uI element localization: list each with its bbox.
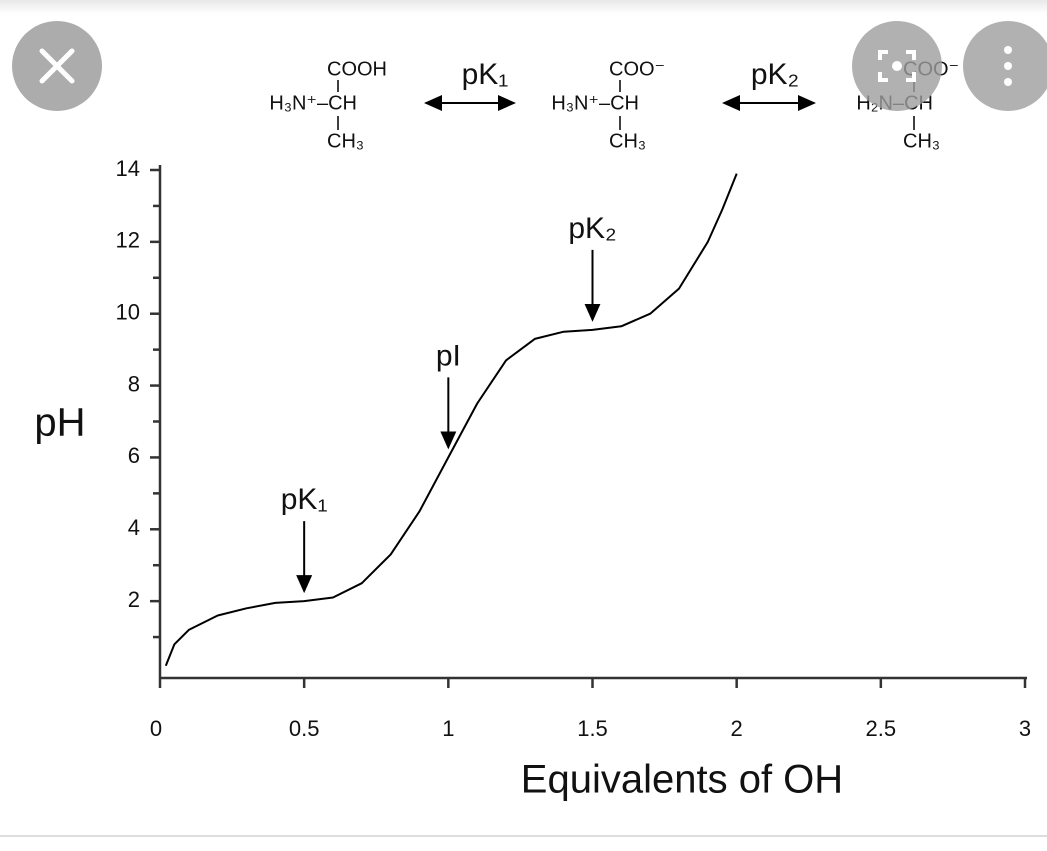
x-tick-label: 1 — [442, 716, 454, 741]
annotation-label: pK₂ — [568, 212, 616, 245]
species-top: COO⁻ — [609, 58, 665, 80]
y-axis-label: pH — [34, 401, 85, 445]
plot-area: 2 4 6 8 10 12 14 0 0.5 1 1.5 2 2.5 3 pK₁ pI pK₂ — [116, 156, 1032, 741]
x-tick-label: 3 — [1019, 716, 1031, 741]
species-middle: H₃N⁺–CH — [551, 92, 639, 114]
y-tick-label: 4 — [128, 515, 140, 540]
y-tick-label: 10 — [116, 300, 140, 325]
titration-curve — [164, 173, 738, 667]
species-bottom: CH₃ — [903, 130, 940, 152]
y-tick-label: 8 — [128, 371, 140, 396]
top-shade — [0, 0, 1047, 14]
x-tick-label: 0.5 — [289, 716, 320, 741]
x-axis-label: Equivalents of OH — [521, 758, 843, 802]
more-button[interactable] — [963, 21, 1047, 111]
y-tick-label: 14 — [116, 156, 140, 181]
step-label: pK₂ — [751, 58, 799, 91]
x-tick-label: 2 — [731, 716, 743, 741]
step-label: pK₁ — [462, 58, 509, 91]
close-button[interactable] — [12, 21, 102, 111]
species-middle: H₃N⁺–CH — [269, 92, 357, 114]
y-tick-label: 12 — [116, 228, 140, 253]
lens-button[interactable] — [852, 21, 942, 111]
x-tick-label: 2.5 — [866, 716, 897, 741]
y-tick-label: 6 — [128, 443, 140, 468]
annotation-label: pI — [436, 339, 461, 372]
y-tick-label: 2 — [128, 587, 140, 612]
annotation-label: pK₁ — [281, 483, 328, 516]
species-top: COOH — [327, 58, 387, 80]
x-tick-label: 1.5 — [577, 716, 608, 741]
species-bottom: CH₃ — [609, 130, 646, 152]
x-tick-label: 0 — [150, 716, 162, 741]
species-bottom: CH₃ — [327, 130, 364, 152]
